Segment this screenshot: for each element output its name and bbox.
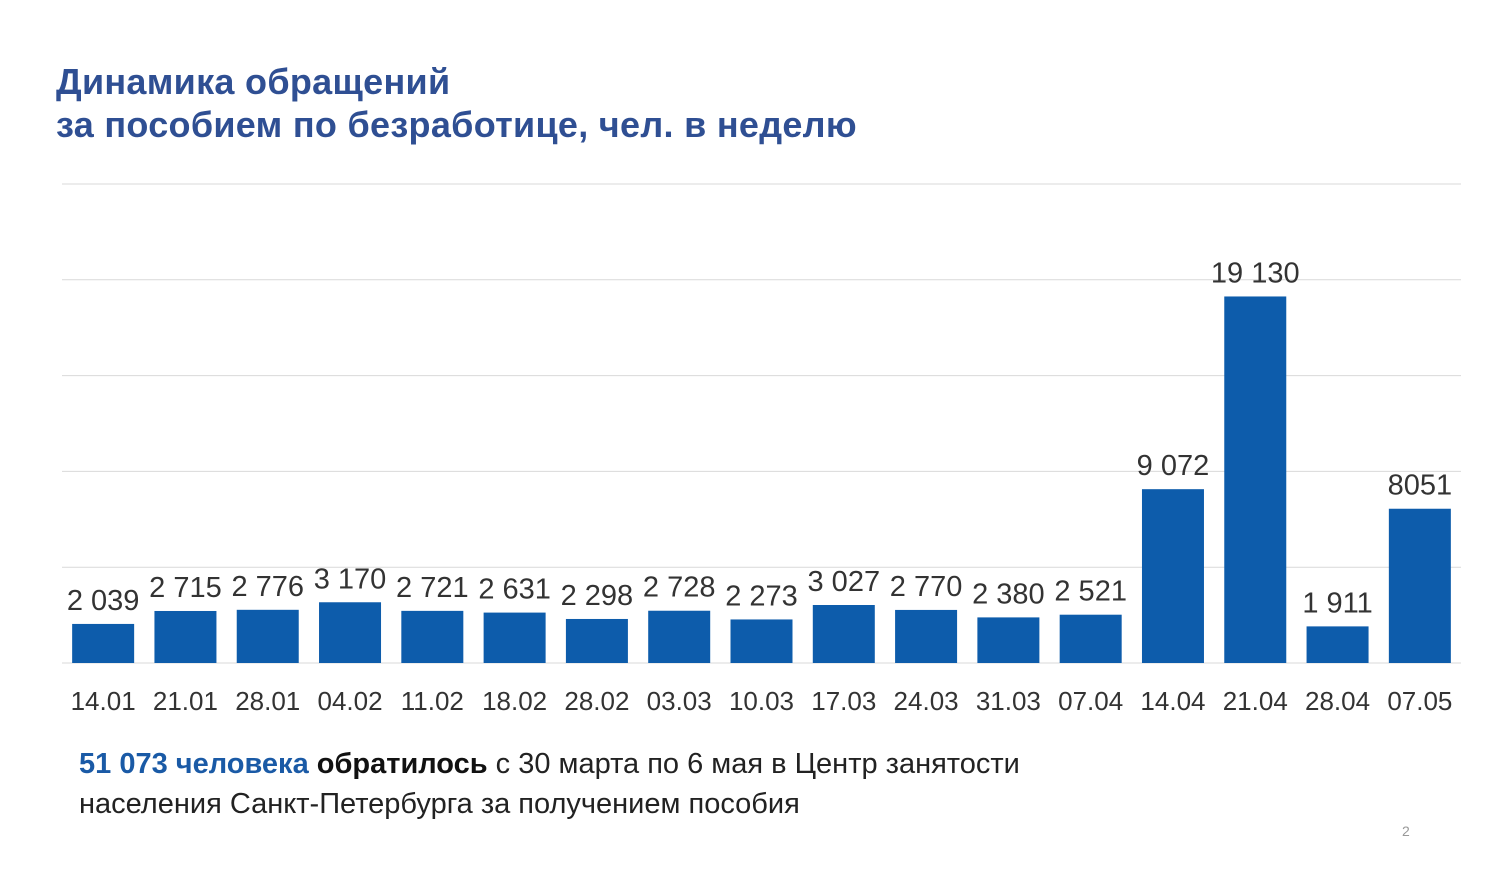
x-tick-28.01: 28.01 bbox=[235, 686, 300, 716]
data-label-04.02: 3 170 bbox=[314, 563, 387, 595]
bar-24.03 bbox=[895, 609, 958, 663]
bar-31.03 bbox=[977, 617, 1040, 663]
x-tick-14.01: 14.01 bbox=[71, 686, 136, 716]
x-tick-28.02: 28.02 bbox=[564, 686, 629, 716]
data-label-24.03: 2 770 bbox=[890, 571, 963, 603]
data-label-21.04: 19 130 bbox=[1211, 257, 1300, 289]
data-label-11.02: 2 721 bbox=[396, 572, 469, 604]
footnote-total: 51 073 человека bbox=[79, 748, 309, 780]
data-label-21.01: 2 715 bbox=[149, 572, 222, 604]
bar-21.04 bbox=[1224, 296, 1287, 663]
x-tick-17.03: 17.03 bbox=[811, 686, 876, 716]
bar-03.03 bbox=[648, 610, 711, 663]
data-label-17.03: 3 027 bbox=[808, 566, 881, 598]
footnote-line-2: населения Санкт-Петербурга за получением… bbox=[79, 788, 800, 820]
x-tick-07.05: 07.05 bbox=[1387, 686, 1452, 716]
page-number: 2 bbox=[1402, 823, 1410, 839]
data-label-28.02: 2 298 bbox=[561, 580, 634, 612]
chart-title: Динамика обращений за пособием по безраб… bbox=[56, 60, 857, 146]
data-label-14.04: 9 072 bbox=[1137, 450, 1210, 482]
x-tick-07.04: 07.04 bbox=[1058, 686, 1123, 716]
chart-title-line-1: Динамика обращений bbox=[56, 61, 451, 102]
data-label-10.03: 2 273 bbox=[725, 580, 798, 612]
bar-10.03 bbox=[730, 619, 793, 663]
bar-28.01 bbox=[236, 609, 299, 663]
x-tick-18.02: 18.02 bbox=[482, 686, 547, 716]
x-tick-24.03: 24.03 bbox=[894, 686, 959, 716]
data-label-07.04: 2 521 bbox=[1054, 576, 1127, 608]
bars bbox=[72, 296, 1451, 663]
footnote: 51 073 человека обратилось с 30 марта по… bbox=[79, 744, 1020, 824]
x-tick-14.04: 14.04 bbox=[1140, 686, 1205, 716]
bar-14.04 bbox=[1141, 489, 1204, 663]
bar-17.03 bbox=[812, 605, 875, 663]
bar-07.05 bbox=[1388, 508, 1451, 663]
data-label-18.02: 2 631 bbox=[478, 574, 551, 606]
footnote-line-1: 51 073 человека обратилось с 30 марта по… bbox=[79, 744, 1020, 784]
x-tick-labels: 14.01 21.01 28.01 04.02 11.02 18.02 28.02 03.03… bbox=[71, 686, 1453, 716]
chart-title-line-2: за пособием по безработице, чел. в недел… bbox=[56, 104, 857, 145]
bar-07.04 bbox=[1059, 614, 1122, 663]
data-label-03.03: 2 728 bbox=[643, 572, 716, 604]
bar-14.01 bbox=[72, 623, 135, 663]
footnote-verb: обратилось bbox=[316, 748, 488, 780]
data-labels: 2 039 2 715 2 776 3 170 2 721 2 631 2 298 2 728… bbox=[67, 257, 1452, 619]
bar-28.02 bbox=[565, 618, 628, 663]
x-tick-21.01: 21.01 bbox=[153, 686, 218, 716]
bar-chart: 2 039 2 715 2 776 3 170 2 721 2 631 2 298 2 728… bbox=[62, 183, 1461, 716]
data-label-28.01: 2 776 bbox=[231, 571, 304, 603]
x-tick-28.04: 28.04 bbox=[1305, 686, 1370, 716]
bar-11.02 bbox=[401, 610, 464, 663]
x-tick-11.02: 11.02 bbox=[401, 686, 464, 716]
x-tick-31.03: 31.03 bbox=[976, 686, 1041, 716]
x-tick-10.03: 10.03 bbox=[729, 686, 794, 716]
data-label-28.04: 1 911 bbox=[1302, 587, 1372, 619]
footnote-text-1: с 30 марта по 6 мая в Центр занятости bbox=[495, 748, 1020, 780]
bar-04.02 bbox=[319, 602, 382, 663]
data-label-14.01: 2 039 bbox=[67, 585, 140, 617]
bar-21.01 bbox=[154, 610, 217, 663]
bar-28.04 bbox=[1306, 626, 1369, 663]
x-tick-03.03: 03.03 bbox=[647, 686, 712, 716]
x-tick-21.04: 21.04 bbox=[1223, 686, 1288, 716]
x-tick-04.02: 04.02 bbox=[317, 686, 382, 716]
data-label-31.03: 2 380 bbox=[972, 578, 1045, 610]
bar-18.02 bbox=[483, 612, 546, 663]
data-label-07.05: 8051 bbox=[1388, 470, 1453, 502]
